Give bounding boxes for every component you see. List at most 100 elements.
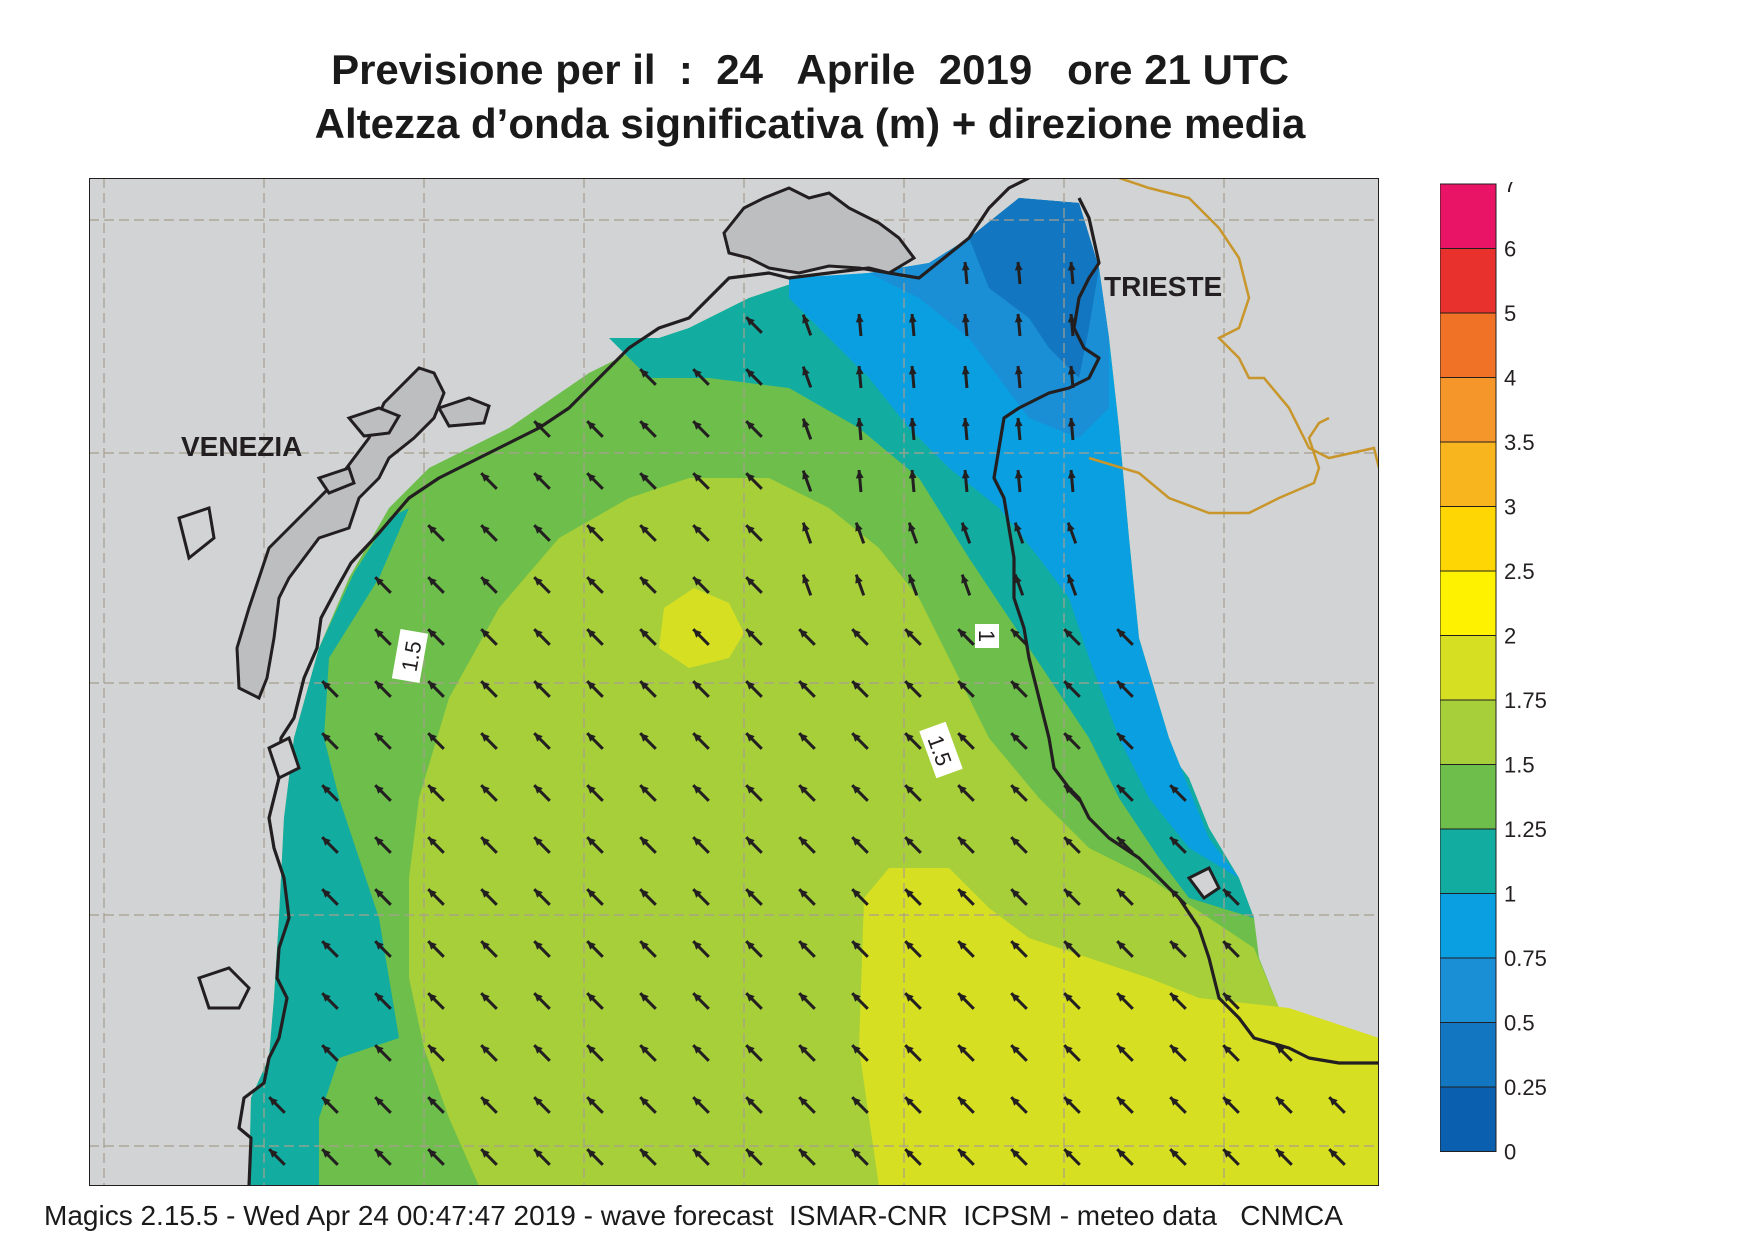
wave-arrow-head [587,1045,596,1054]
wave-arrow-head [1329,1149,1338,1158]
wave-arrow-head [322,837,331,846]
wave-arrow-head [799,1045,808,1054]
wave-arrow-head [1011,1149,1020,1158]
wave-arrow-head [693,681,702,690]
wave-arrow-head [961,366,970,375]
wave-arrow-head [428,577,437,586]
wave-arrow-head [746,577,755,586]
wave-arrow-head [587,941,596,950]
legend-tick-label: 7 [1504,182,1516,197]
wave-arrow-head [799,993,808,1002]
wave-arrow-head [905,1045,914,1054]
wave-arrow-head [1011,629,1020,638]
wave-arrow-head [375,889,384,898]
wave-arrow-head [746,629,755,638]
legend-swatch [1440,506,1497,572]
wave-arrow-head [1064,837,1073,846]
wave-arrow-head [1223,1045,1232,1054]
legend-tick-label: 1.5 [1504,753,1535,778]
wave-arrow-head [428,629,437,638]
wave-arrow-head [269,1097,278,1106]
wave-arrow-head [958,993,967,1002]
wave-arrow-head [958,1097,967,1106]
wave-arrow-head [322,1097,331,1106]
wave-arrow-head [534,1097,543,1106]
wave-arrow-head [375,681,384,690]
wave-arrow-head [961,470,970,479]
wave-arrow-head [640,785,649,794]
wave-arrow-head [1276,1149,1285,1158]
wave-arrow-head [855,314,864,323]
wave-arrow-head [693,993,702,1002]
wave-arrow-head [481,525,490,534]
wave-arrow-head [958,681,967,690]
sea-band-0.25-0.5 [969,198,1099,378]
wave-arrow-head [1067,470,1076,479]
wave-arrow-head [1014,366,1023,375]
legend-swatch [1440,764,1497,830]
wave-arrow-head [587,785,596,794]
wave-arrow-head [534,577,543,586]
legend-swatch [1440,441,1497,507]
wave-arrow-head [640,681,649,690]
wave-arrow-head [640,369,649,378]
wave-arrow-head [1011,889,1020,898]
sea-band-1.0-1.25-west [249,508,409,1186]
wave-arrow-head [852,681,861,690]
wave-arrow-head [1170,941,1179,950]
wave-arrow-head [322,785,331,794]
wave-arrow-head [322,681,331,690]
sea-band-0.75-1.0 [789,198,1239,878]
wave-arrow-head [746,317,755,326]
wave-arrow-head [746,889,755,898]
wave-arrow-head [1170,1149,1179,1158]
wave-arrow-head [375,733,384,742]
wave-arrow-head [855,522,863,532]
legend-tick-label: 1.25 [1504,817,1547,842]
wave-arrow-head [852,1097,861,1106]
wave-arrow-head [534,1149,543,1158]
wave-arrow-head [428,733,437,742]
legend-tick-label: 0 [1504,1140,1516,1163]
wave-arrow-head [1170,837,1179,846]
wave-arrow-head [1117,629,1126,638]
wave-arrow-head [1064,733,1073,742]
wave-arrow-head [1014,314,1023,323]
wave-arrow-head [958,941,967,950]
wave-arrow-head [322,941,331,950]
legend-tick-label: 0.75 [1504,946,1547,971]
wave-arrow-head [905,733,914,742]
wave-arrow-head [852,993,861,1002]
wave-arrow-head [693,421,702,430]
wave-arrow-head [322,1149,331,1158]
wave-arrow-head [640,941,649,950]
legend-tick-label: 2.5 [1504,559,1535,584]
wave-arrow-head [1011,993,1020,1002]
wave-arrow-head [587,837,596,846]
wave-arrow-head [802,366,810,376]
wave-arrow-head [428,993,437,1002]
wave-arrow-head [802,470,810,480]
wave-arrow-head [855,574,863,584]
wave-arrow-head [1014,262,1023,271]
coast-islands [177,506,1221,1010]
wave-arrow-head [587,525,596,534]
wave-arrow-head [746,785,755,794]
wave-arrow-head [481,681,490,690]
wave-arrow-head [746,369,755,378]
wave-arrow-head [1064,785,1073,794]
wave-arrow-head [640,1149,649,1158]
wave-arrow-head [961,574,969,584]
wave-arrow-head [961,314,970,323]
wave-arrow-head [693,1097,702,1106]
wave-height-map: 1.5 1.5 1 VENEZIA TRIESTE [89,178,1379,1186]
wave-arrow-head [1067,314,1076,323]
wave-arrow-head [481,1149,490,1158]
wave-arrow-head [375,941,384,950]
wave-arrow-head [587,629,596,638]
legend-tick-label: 1.75 [1504,688,1547,713]
wave-arrow-head [481,1097,490,1106]
wave-arrow-head [640,525,649,534]
wave-arrow-head [269,1149,278,1158]
wave-arrow-head [428,681,437,690]
